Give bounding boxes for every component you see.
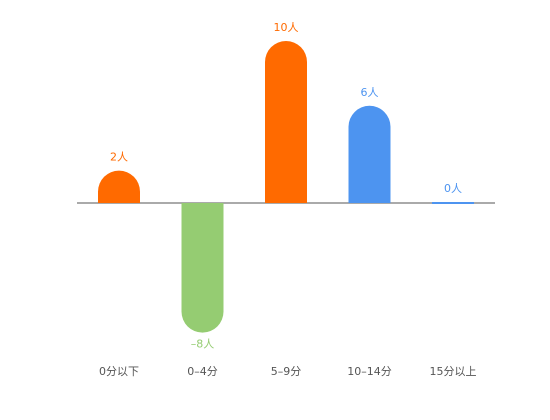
bar — [348, 105, 391, 203]
bar — [265, 41, 307, 203]
x-tick-label: 15分以上 — [430, 365, 477, 378]
value-label: 6人 — [361, 86, 379, 99]
bar — [432, 202, 474, 204]
value-label: –8人 — [191, 338, 215, 351]
x-tick-label: 5–9分 — [271, 365, 302, 378]
bar — [181, 203, 224, 333]
value-label: 2人 — [110, 151, 128, 164]
bar — [98, 170, 140, 203]
x-tick-label: 0–4分 — [187, 365, 218, 378]
value-label: 10人 — [274, 21, 299, 34]
value-label: 0人 — [444, 182, 462, 195]
x-tick-label: 0分以下 — [99, 365, 139, 378]
x-tick-label: 10–14分 — [347, 365, 392, 378]
